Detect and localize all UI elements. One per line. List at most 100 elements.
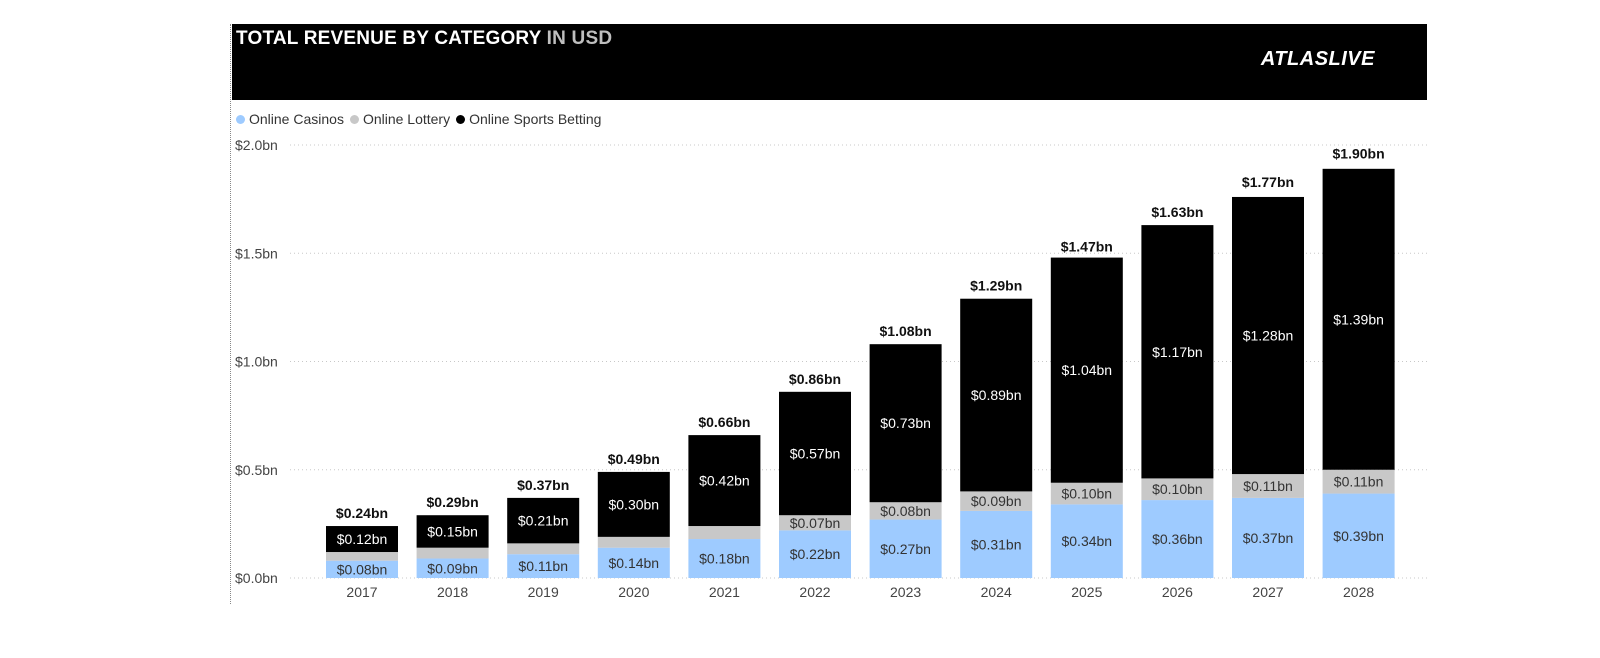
segment-label-online-sports-betting: $0.12bn [337,531,388,547]
y-tick-label: $1.0bn [235,354,278,370]
segment-label-online-sports-betting: $1.04bn [1061,362,1112,378]
segment-label-online-sports-betting: $1.39bn [1333,311,1384,327]
segment-label-online-sports-betting: $1.28bn [1243,328,1294,344]
x-tick-label: 2024 [981,584,1012,600]
chart-legend: Online Casinos Online Lottery Online Spo… [236,111,607,127]
total-label: $1.90bn [1333,146,1385,162]
bar-segment-online-sports-betting [1232,196,1304,475]
total-label: $0.66bn [698,414,750,430]
chart-header: TOTAL REVENUE BY CATEGORY IN USD ATLASLI… [232,24,1427,100]
bar-segment-online-sports-betting [326,526,398,553]
chart-title: TOTAL REVENUE BY CATEGORY IN USD [236,28,612,50]
y-tick-label: $0.5bn [235,462,278,478]
x-tick-label: 2019 [528,584,559,600]
bar-segment-online-casinos [1141,500,1214,578]
segment-label-online-lottery: $0.11bn [1243,478,1293,494]
bar-segment-online-casinos [869,519,942,578]
legend-item-online-casinos[interactable]: Online Casinos [236,111,344,127]
legend-dot-icon [349,114,359,124]
bar-segment-online-lottery [960,491,1033,511]
bar-segment-online-sports-betting [416,515,489,548]
bars: $0.08bn $0.12bn $0.24bn $0.09bn $0.15bn $0.29… [326,146,1395,578]
chart-frame-border [230,24,231,604]
legend-label: Online Casinos [249,111,344,127]
segment-label-online-lottery: $0.09bn [971,493,1022,509]
total-label: $0.86bn [789,371,841,387]
bar-segment-online-lottery [779,515,851,531]
total-label: $1.77bn [1242,174,1294,190]
bar-segment-online-lottery [597,536,670,548]
segment-label-online-sports-betting: $0.57bn [790,446,841,462]
total-label: $1.47bn [1061,239,1113,255]
bar-segment-online-casinos [507,554,580,578]
x-tick-label: 2018 [437,584,468,600]
bar-segment-online-lottery [1141,478,1214,501]
bar-segment-online-casinos [1232,497,1304,578]
bar-segment-online-casinos [597,547,670,578]
top-cut-strip [0,0,1600,6]
bar-segment-online-lottery [1322,469,1395,494]
segment-label-online-lottery: $0.10bn [1152,481,1203,497]
bar-segment-online-sports-betting [507,497,580,544]
segment-label-online-casinos: $0.11bn [518,558,568,574]
y-axis: $0.0bn $0.5bn $1.0bn $1.5bn $2.0bn [235,137,278,586]
segment-label-online-lottery: $0.07bn [790,515,841,531]
segment-label-online-casinos: $0.08bn [337,561,388,577]
segment-label-online-sports-betting: $0.15bn [427,523,478,539]
bar-segment-online-casinos [779,530,851,578]
y-tick-label: $1.5bn [235,245,278,261]
x-tick-label: 2027 [1252,584,1283,600]
total-label: $0.37bn [517,477,569,493]
segment-label-online-sports-betting: $1.17bn [1152,344,1203,360]
x-tick-label: 2020 [618,584,649,600]
segment-label-online-casinos: $0.31bn [971,536,1022,552]
total-label: $1.08bn [880,323,932,339]
segment-label-online-casinos: $0.39bn [1333,528,1384,544]
bar-segment-online-casinos [960,510,1033,578]
bar-segment-online-sports-betting [1050,257,1123,483]
y-tick-label: $0.0bn [235,570,278,586]
bar-segment-online-lottery [416,547,489,559]
x-tick-label: 2017 [346,584,377,600]
bar-segment-online-casinos [326,560,398,578]
x-axis: 2017 2018 2019 2020 2021 2022 2023 2024 2025 2026… [346,584,1374,600]
legend-dot-icon [236,114,245,124]
legend-item-online-lottery[interactable]: Online Lottery [349,111,451,127]
x-tick-label: 2021 [709,584,740,600]
y-tick-label: $2.0bn [235,137,278,153]
x-tick-label: 2025 [1071,584,1102,600]
bar-segment-online-sports-betting [869,344,942,503]
legend-label: Online Sports Betting [469,111,602,127]
segment-label-online-casinos: $0.14bn [608,555,659,571]
bar-segment-online-sports-betting [960,298,1033,492]
bar-segment-online-lottery [1232,474,1304,498]
segment-label-online-casinos: $0.22bn [790,546,841,562]
x-tick-label: 2023 [890,584,921,600]
bar-segment-online-lottery [1050,482,1123,505]
total-label: $1.63bn [1151,204,1203,220]
legend-item-online-sports-betting[interactable]: Online Sports Betting [456,111,601,127]
segment-label-online-casinos: $0.34bn [1061,533,1112,549]
segment-label-online-sports-betting: $0.30bn [608,496,659,512]
bar-segment-online-lottery [869,502,942,520]
total-label: $0.29bn [427,494,479,510]
segment-label-online-lottery: $0.11bn [1334,474,1384,490]
bar-segment-online-casinos [416,558,489,578]
bar-segment-online-lottery [507,543,580,555]
segment-label-online-lottery: $0.08bn [880,503,931,519]
segment-label-online-casinos: $0.36bn [1152,531,1203,547]
bar-segment-online-lottery [326,552,398,561]
total-label: $0.24bn [336,505,388,521]
x-tick-label: 2026 [1162,584,1193,600]
bar-segment-online-sports-betting [779,391,851,516]
bar-segment-online-sports-betting [1141,225,1214,479]
bar-segment-online-sports-betting [1322,168,1395,470]
chart-title-accent: IN USD [546,28,613,49]
segment-label-online-sports-betting: $0.21bn [518,513,569,529]
segment-label-online-sports-betting: $0.73bn [880,415,931,431]
legend-label: Online Lottery [362,111,451,127]
segment-label-online-sports-betting: $0.89bn [971,387,1022,403]
atlaslive-logo: ATLASLIVE [1260,48,1375,70]
chart-title-main: TOTAL REVENUE BY CATEGORY [236,28,542,49]
